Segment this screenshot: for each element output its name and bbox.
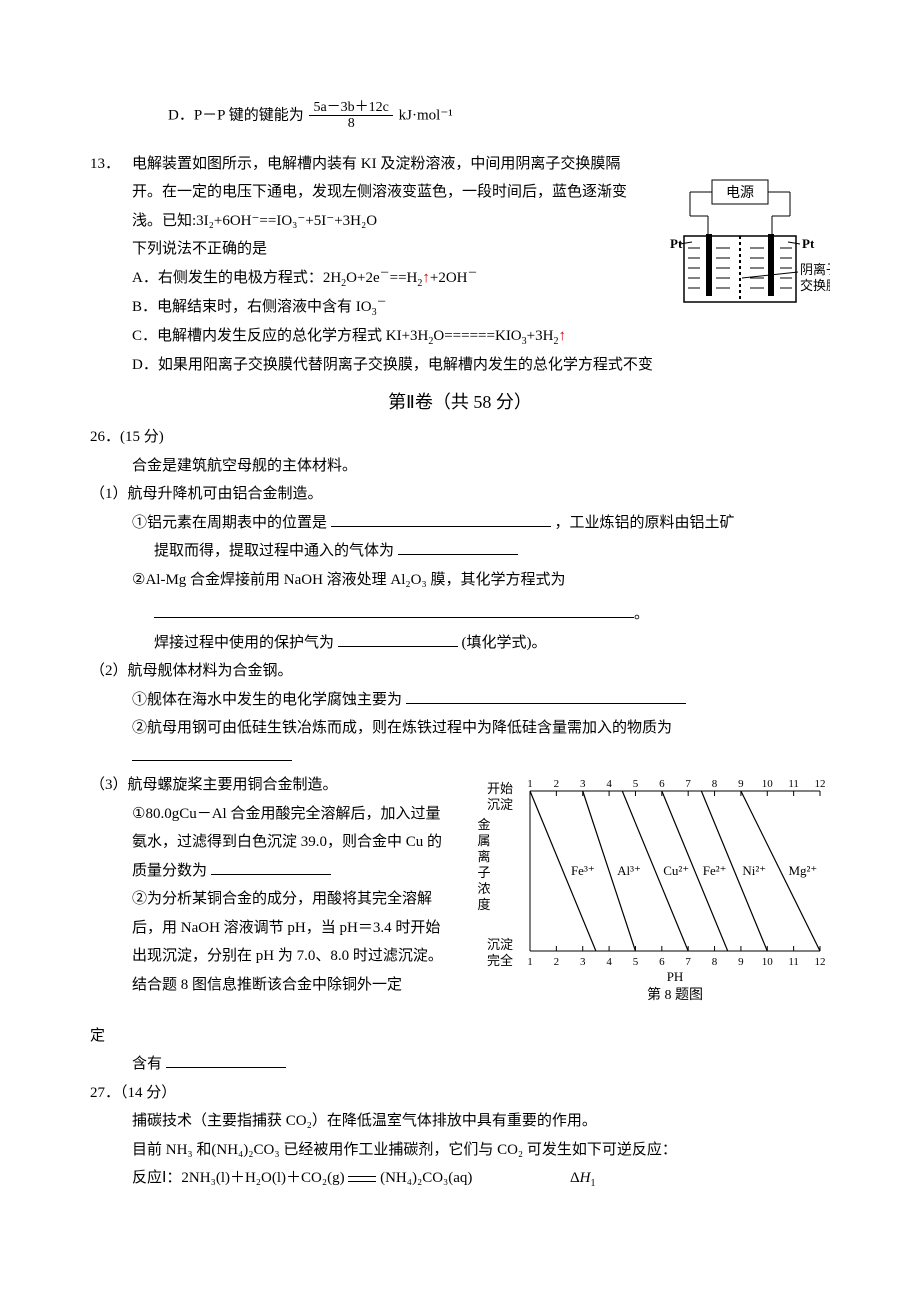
q27-l3: 反应Ⅰ：2NH₃(l)＋H₂O(l)＋CO₂(g) (NH₄)₂CO₃(aq) … bbox=[90, 1164, 830, 1193]
q13-opt-d: D．如果用阳离子交换膜代替阴离子交换膜，电解槽内发生的总化学方程式不变 bbox=[132, 351, 830, 380]
svg-text:PH: PH bbox=[667, 969, 684, 984]
svg-text:1: 1 bbox=[527, 778, 533, 790]
svg-text:2: 2 bbox=[554, 956, 560, 968]
svg-text:6: 6 bbox=[659, 778, 665, 790]
q27-l2: 目前 NH₃ 和(NH₄)₂CO₃ 已经被用作工业捕碳剂，它们与 CO₂ 可发生… bbox=[90, 1136, 830, 1165]
svg-text:Ni²⁺: Ni²⁺ bbox=[742, 863, 766, 878]
q26-p2-2: ②航母用钢可由低硅生铁冶炼而成，则在炼铁过程中为降低硅含量需加入的物质为 bbox=[90, 714, 830, 743]
svg-text:度: 度 bbox=[477, 897, 490, 912]
svg-text:交换膜: 交换膜 bbox=[800, 278, 830, 293]
q26-p1-2a: ②Al-Mg 合金焊接前用 NaOH 溶液处理 Al₂O₃ 膜，其化学方程式为 bbox=[90, 566, 830, 595]
q26-p3-block: 123456789101112123456789101112Fe³⁺Al³⁺Cu… bbox=[90, 771, 830, 1022]
q26-p1: （1）航母升降机可由铝合金制造。 bbox=[90, 480, 830, 509]
q26-p2: （2）航母舰体材料为合金钢。 bbox=[90, 657, 830, 686]
svg-text:浓: 浓 bbox=[477, 881, 490, 896]
reversible-arrow-icon bbox=[348, 1173, 376, 1185]
svg-text:5: 5 bbox=[633, 956, 639, 968]
svg-text:金: 金 bbox=[477, 817, 490, 832]
q26-p3-2-tail: 定 bbox=[90, 1022, 830, 1051]
svg-text:9: 9 bbox=[738, 956, 744, 968]
q26-p3-1: ①80.0gCu－Al 合金用酸完全溶解后，加入过量氨水，过滤得到白色沉淀 39… bbox=[90, 800, 450, 886]
blank bbox=[211, 860, 331, 875]
q27: 27．（14 分） 捕碳技术（主要指捕获 CO₂）在降低温室气体排放中具有重要的… bbox=[90, 1079, 830, 1194]
svg-text:Cu²⁺: Cu²⁺ bbox=[663, 863, 689, 878]
svg-text:12: 12 bbox=[815, 778, 826, 790]
q26: 26．(15 分) 合金是建筑航空母舰的主体材料。 （1）航母升降机可由铝合金制… bbox=[90, 423, 830, 1079]
q26-chart: 123456789101112123456789101112Fe³⁺Al³⁺Cu… bbox=[470, 771, 830, 1022]
q12-optD-fraction: 5a－3b＋12c 8 bbox=[309, 100, 392, 132]
svg-text:12: 12 bbox=[815, 956, 826, 968]
svg-text:第 8 题图: 第 8 题图 bbox=[647, 986, 703, 1003]
q27-number: 27．（14 分） bbox=[90, 1079, 830, 1108]
q26-number: 26．(15 分) bbox=[90, 423, 830, 452]
blank bbox=[331, 512, 551, 527]
q26-p1-1: ①铝元素在周期表中的位置是 ，工业炼铝的原料由铝土矿 bbox=[90, 509, 830, 538]
blank bbox=[132, 746, 292, 761]
q26-p2-2-blank bbox=[90, 743, 830, 772]
svg-text:阴离子: 阴离子 bbox=[800, 262, 830, 277]
svg-text:Al³⁺: Al³⁺ bbox=[617, 863, 641, 878]
svg-text:7: 7 bbox=[685, 778, 691, 790]
svg-text:Pt: Pt bbox=[802, 236, 815, 251]
svg-text:Fe²⁺: Fe²⁺ bbox=[703, 863, 727, 878]
svg-text:Fe³⁺: Fe³⁺ bbox=[571, 863, 595, 878]
svg-text:5: 5 bbox=[633, 778, 639, 790]
svg-text:离: 离 bbox=[477, 849, 490, 864]
blank bbox=[406, 689, 686, 704]
svg-text:6: 6 bbox=[659, 956, 665, 968]
svg-text:Mg²⁺: Mg²⁺ bbox=[788, 863, 817, 878]
svg-text:11: 11 bbox=[788, 778, 799, 790]
svg-text:沉淀: 沉淀 bbox=[487, 937, 513, 952]
blank bbox=[154, 603, 634, 618]
q26-p1-2b: 焊接过程中使用的保护气为 (填化学式)。 bbox=[90, 629, 830, 658]
svg-text:4: 4 bbox=[606, 778, 612, 790]
q27-l1: 捕碳技术（主要指捕获 CO₂）在降低温室气体排放中具有重要的作用。 bbox=[90, 1107, 830, 1136]
svg-text:7: 7 bbox=[685, 956, 691, 968]
blank bbox=[398, 540, 518, 555]
svg-text:10: 10 bbox=[762, 778, 774, 790]
svg-text:3: 3 bbox=[580, 956, 586, 968]
q26-p3-2b: 含有 bbox=[90, 1050, 830, 1079]
svg-text:2: 2 bbox=[554, 778, 560, 790]
blank bbox=[166, 1053, 286, 1068]
svg-text:8: 8 bbox=[712, 956, 718, 968]
q27-dH1: ΔH1 bbox=[570, 1170, 596, 1186]
svg-text:10: 10 bbox=[762, 956, 774, 968]
q26-intro: 合金是建筑航空母舰的主体材料。 bbox=[90, 452, 830, 481]
svg-text:1: 1 bbox=[527, 956, 533, 968]
svg-text:4: 4 bbox=[606, 956, 612, 968]
svg-text:完全: 完全 bbox=[487, 953, 513, 968]
svg-text:沉淀: 沉淀 bbox=[487, 797, 513, 812]
q26-p1-1c: 提取而得，提取过程中通入的气体为 bbox=[90, 537, 830, 566]
svg-text:3: 3 bbox=[580, 778, 586, 790]
svg-text:电源: 电源 bbox=[726, 185, 754, 201]
q12-optD-unit: kJ·mol⁻¹ bbox=[399, 107, 453, 123]
svg-text:属: 属 bbox=[477, 833, 490, 848]
section-2-title: 第Ⅱ卷（共 58 分） bbox=[90, 385, 830, 419]
q13-number: 13． bbox=[90, 150, 132, 380]
svg-text:开始: 开始 bbox=[487, 781, 513, 796]
q26-p3-2: ②为分析某铜合金的成分，用酸将其完全溶解后，用 NaOH 溶液调节 pH，当 p… bbox=[90, 885, 450, 999]
svg-text:子: 子 bbox=[477, 865, 490, 880]
svg-text:11: 11 bbox=[788, 956, 799, 968]
svg-text:9: 9 bbox=[738, 778, 744, 790]
svg-text:8: 8 bbox=[712, 778, 718, 790]
q12-optD-label: D．P－P 键的键能为 bbox=[168, 107, 304, 123]
q13: 13． 电源 bbox=[90, 150, 830, 380]
q26-p1-2-blank: 。 bbox=[90, 600, 830, 629]
blank bbox=[338, 632, 458, 647]
q26-p2-1: ①舰体在海水中发生的电化学腐蚀主要为 bbox=[90, 686, 830, 715]
q12-option-d: D．P－P 键的键能为 5a－3b＋12c 8 kJ·mol⁻¹ bbox=[90, 100, 830, 132]
q13-figure: 电源 bbox=[650, 178, 830, 329]
